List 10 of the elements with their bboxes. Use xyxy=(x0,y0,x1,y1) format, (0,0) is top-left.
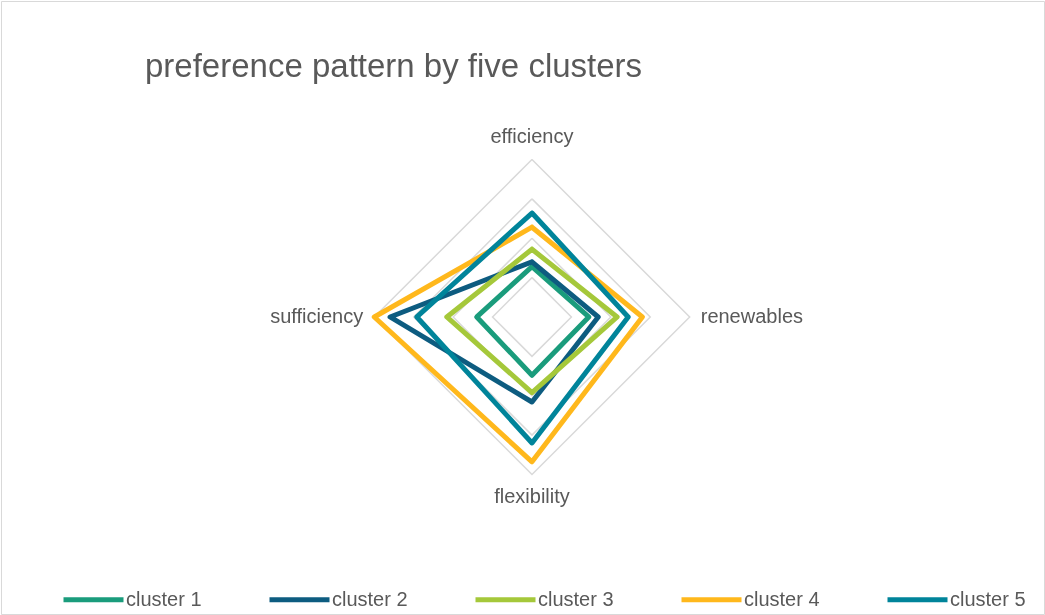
legend-label: cluster 5 xyxy=(950,587,1026,610)
legend-label: cluster 2 xyxy=(332,587,408,610)
chart-title: preference pattern by five clusters xyxy=(145,47,643,84)
legend-label: cluster 4 xyxy=(744,587,820,610)
spoke-label: sufficiency xyxy=(270,304,364,327)
spoke-label: renewables xyxy=(700,304,804,327)
spoke-label: efficiency xyxy=(490,125,574,148)
spoke-label: flexibility xyxy=(494,484,570,507)
legend-label: cluster 1 xyxy=(126,587,202,610)
legend-label: cluster 3 xyxy=(538,587,614,610)
